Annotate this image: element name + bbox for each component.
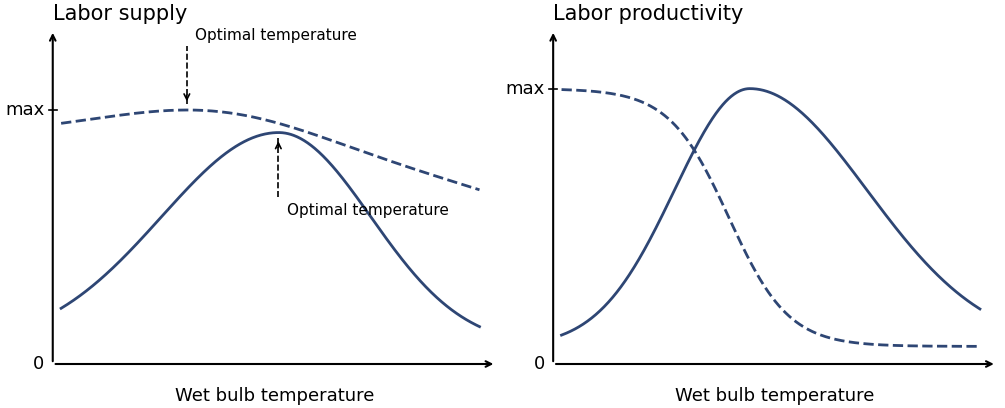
Text: Labor supply: Labor supply — [52, 4, 187, 24]
Text: Wet bulb temperature: Wet bulb temperature — [175, 388, 374, 406]
Text: Labor productivity: Labor productivity — [553, 4, 744, 24]
Text: max: max — [5, 101, 44, 119]
Text: Optimal temperature: Optimal temperature — [195, 28, 357, 42]
Text: 0: 0 — [534, 355, 545, 373]
Text: max: max — [506, 80, 545, 98]
Text: Wet bulb temperature: Wet bulb temperature — [675, 388, 874, 406]
Text: Optimal temperature: Optimal temperature — [286, 203, 448, 218]
Text: 0: 0 — [33, 355, 44, 373]
